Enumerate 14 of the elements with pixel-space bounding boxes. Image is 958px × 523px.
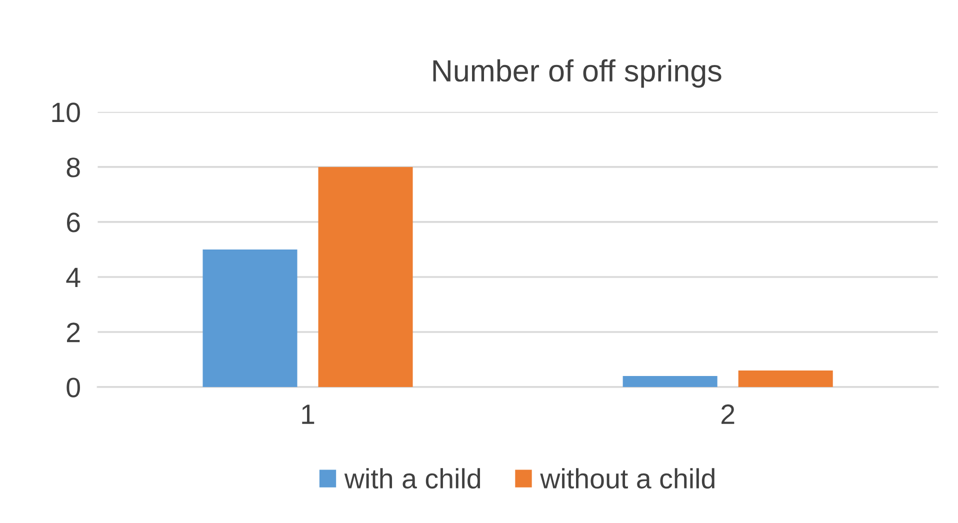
bar — [318, 166, 413, 388]
y-tick-label: 6 — [67, 212, 80, 232]
x-tick-label: 1 — [302, 404, 314, 424]
legend-label: without a child — [540, 468, 714, 489]
chart-title: Number of off springs — [433, 59, 722, 88]
y-tick-label: 10 — [52, 102, 80, 122]
bar — [202, 249, 298, 388]
bar — [622, 376, 718, 388]
y-tick-label: 8 — [66, 158, 80, 178]
bar — [738, 370, 833, 388]
y-tick-label: 0 — [66, 378, 80, 398]
y-tick-label: 4 — [66, 268, 80, 288]
legend-label: with a child — [344, 468, 480, 489]
y-tick-label: 2 — [67, 322, 80, 342]
